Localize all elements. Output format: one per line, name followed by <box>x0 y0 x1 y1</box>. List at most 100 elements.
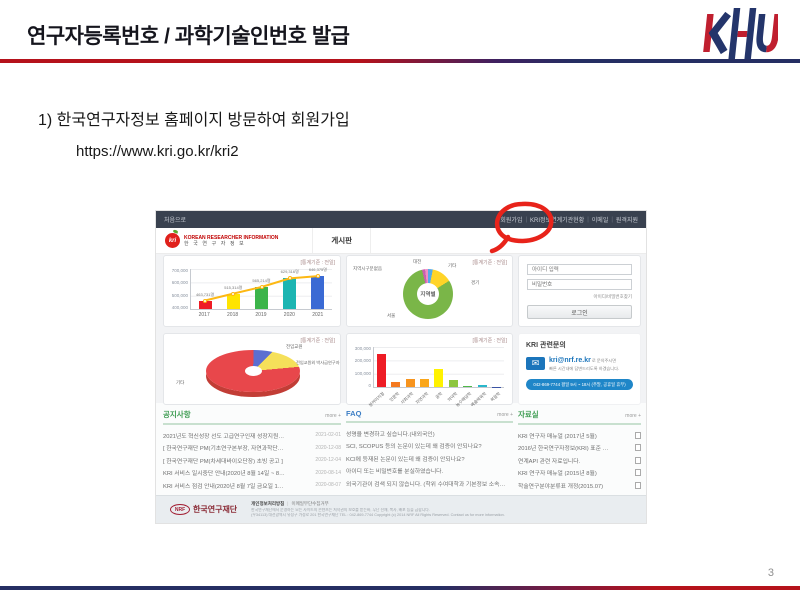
list-item[interactable]: 2016년 한국연구자정보(KRI) 표준 … <box>518 442 641 455</box>
item-date: 2020-08-14 <box>315 469 341 476</box>
bar-2018 <box>226 293 240 309</box>
stat-basis-label: [통계기준 : 전일] <box>472 338 507 344</box>
researcher-type-pie <box>206 350 300 392</box>
donut-slice-label: 지역시구분없음 <box>353 266 382 271</box>
list-item[interactable]: KRI 연구자 매뉴얼 (2015년 8월) <box>518 467 641 480</box>
donut-slice-label: 경기 <box>471 280 480 285</box>
list-item[interactable]: KRI 연구자 매뉴얼 (2017년 5월) <box>518 429 641 442</box>
field-bar-plot <box>373 347 504 388</box>
privacy-link[interactable]: 개인정보처리방침 <box>251 500 285 506</box>
bottom-divider <box>0 586 800 590</box>
list-item[interactable]: 학술연구분야분류표 개정(2015.07) <box>518 479 641 492</box>
kri-apple-logo-icon[interactable]: kri <box>165 233 180 248</box>
line-dot <box>287 276 292 281</box>
site-header: kri KOREAN RESEARCHER INFORMATION 한 국 연 … <box>156 228 646 254</box>
password-input[interactable] <box>527 279 632 290</box>
bar-의약학 <box>448 380 458 387</box>
list-item[interactable]: KCI에 등재된 논문이 있는데 왜 검증이 안되나요? <box>346 456 465 463</box>
line-dot <box>231 291 236 296</box>
donut-slice-label: 서울 <box>387 313 396 318</box>
board-title: FAQ <box>346 409 362 418</box>
list-item[interactable]: [ 한국연구재단 PM(기초연구본부장, 자연과학단… 2020-12-08 <box>163 444 341 453</box>
y-tick: 600,000 <box>171 280 188 286</box>
x-tick: 2021 <box>312 312 324 318</box>
x-tick: 복합학 <box>489 391 502 403</box>
nrf-brand: 한국연구재단 <box>193 505 238 514</box>
id-input[interactable] <box>527 264 632 275</box>
bar-2019 <box>254 286 268 309</box>
list-item[interactable]: 성명을 변경하고 싶습니다.(내외국인) <box>346 431 435 438</box>
y-tick: 200,000 <box>354 358 371 364</box>
pie-slice-label: 기타 <box>176 380 185 385</box>
page-title: 연구자등록번호 / 과학기술인번호 발급 <box>27 25 350 48</box>
topbar-menu-item[interactable]: 회원가입 <box>500 218 523 224</box>
pie-hole <box>245 366 262 376</box>
donut-slice-label: 기타 <box>448 263 457 268</box>
more-link[interactable]: more + <box>497 412 513 418</box>
line-dot <box>259 284 264 289</box>
x-tick: 공학 <box>434 391 444 400</box>
x-tick: 2019 <box>255 312 267 318</box>
nav-item[interactable]: 게시판 <box>312 228 372 253</box>
y-tick: 700,000 <box>171 268 188 273</box>
contact-email[interactable]: kri@nrf.re.kr <box>549 357 591 364</box>
bar-2017 <box>198 300 212 309</box>
list-item[interactable]: 아이디 또는 비밀번호를 분실하였습니다. <box>346 469 444 476</box>
item-date: 2020-12-08 <box>315 444 341 451</box>
line-dot <box>203 298 208 303</box>
login-panel: 아이디/비밀번호찾기 로그인 <box>518 255 641 327</box>
pie-slice-label: 전임교원 <box>286 344 303 349</box>
y-axis: 700,000 600,000 500,000 400,000 <box>167 268 188 310</box>
email-icon: ✉ <box>526 357 545 370</box>
value-label: 515,314명 <box>224 284 243 290</box>
khu-logo <box>703 8 778 60</box>
step-1-text: 1) 한국연구자정보 홈페이지 방문하여 회원가입 <box>38 112 350 129</box>
more-link[interactable]: more + <box>625 413 641 419</box>
topbar-menu-item[interactable]: KRI정보연계기관현황 <box>530 218 585 224</box>
board-title: 공지사항 <box>163 410 191 419</box>
bar-자연과학 <box>420 379 430 387</box>
find-id-pw-link[interactable]: 아이디/비밀번호찾기 <box>593 294 632 299</box>
board-title: 자료실 <box>518 410 539 419</box>
topbar-menu-item[interactable]: 이메일 <box>591 218 609 224</box>
donut-slice-label: 대전 <box>413 259 422 264</box>
bar-2021 <box>311 276 325 309</box>
list-item[interactable]: [ 한국연구재단 PM(차세대바이오단장) 초빙 공고 ] 2020-12-04 <box>163 457 341 465</box>
list-item[interactable]: SCI, SCOPUS 등의 논문이 있는데 왜 검증이 안되나요? <box>346 444 482 451</box>
value-label: 463,731명 <box>196 291 215 297</box>
chart-registered-researchers: [통계기준 : 전일] 700,000 600,000 500,000 400,000… <box>163 255 341 327</box>
y-tick: 500,000 <box>171 292 188 298</box>
board-divider <box>518 423 641 425</box>
value-label: 629,316명 <box>280 269 299 275</box>
value-label: 565,214명 <box>252 277 271 283</box>
list-item[interactable]: KRI 서비스 점검 안내(2020년 8월 7일 금요일 1… 2020-08-… <box>163 482 341 490</box>
kri-url[interactable]: https://www.kri.go.kr/kri2 <box>76 143 239 160</box>
list-item[interactable]: 외국기관이 검색 되지 않습니다. (학위 수여대학과 기본정보 소속… <box>346 481 506 488</box>
file-icon <box>635 481 641 489</box>
y-axis: 300,000 200,000 100,000 0 <box>350 346 371 388</box>
list-item[interactable]: 연계API 관련 자료입니다. <box>518 454 641 467</box>
list-item[interactable]: KRI 서비스 일시중단 안내(2020년 8월 14일 ~ 8… 2020-08… <box>163 469 341 478</box>
x-tick: 2020 <box>283 312 295 318</box>
stat-basis-label: [통계기준 : 전일] <box>300 260 335 266</box>
y-tick: 0 <box>368 382 371 388</box>
region-donut: 지역별 <box>403 269 453 319</box>
file-icon <box>635 469 641 477</box>
board-divider <box>346 421 513 423</box>
bar-인문학 <box>391 382 401 387</box>
no-email-collect-link[interactable]: 이메일무단수집거부 <box>291 500 329 506</box>
notice-board: 공지사항 more + 2021년도 혁신성장 선도 고급연구인재 성장지원… 2… <box>163 409 341 493</box>
donut-center-label: 지역별 <box>417 283 439 305</box>
home-link[interactable]: 처음으로 <box>164 218 187 224</box>
login-button[interactable]: 로그인 <box>527 305 632 319</box>
more-link[interactable]: more + <box>325 413 341 419</box>
file-icon <box>635 431 641 439</box>
list-item[interactable]: 2021년도 혁신성장 선도 고급연구인재 성장지원… 2021-02-01 <box>163 432 341 440</box>
y-tick: 400,000 <box>171 304 188 310</box>
topbar-menu-item[interactable]: 원격지원 <box>615 218 638 224</box>
bar-2020 <box>283 278 297 309</box>
faq-board: FAQ more + 성명을 변경하고 싶습니다.(내외국인) SCI, SCOP… <box>346 409 513 493</box>
item-date: 2020-08-07 <box>315 482 341 489</box>
chart-researcher-type-pie: [통계기준 : 전일] 전임교원 전임교원외 박사급연구자 기타 <box>163 333 341 405</box>
